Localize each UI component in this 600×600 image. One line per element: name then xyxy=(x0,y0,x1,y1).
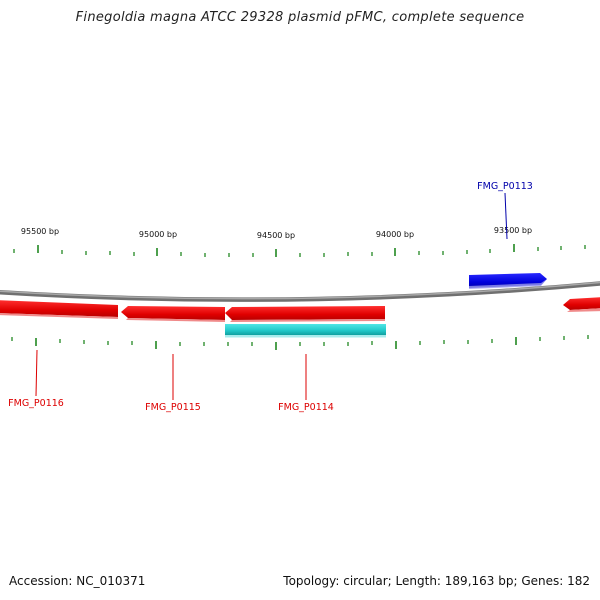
map-title: Finegoldia magna ATCC 29328 plasmid pFMC… xyxy=(75,10,525,25)
gene-fmg-p0114[interactable] xyxy=(225,306,385,322)
gene-arrow[interactable] xyxy=(563,297,600,310)
sequence-stats: Topology: circular; Length: 189,163 bp; … xyxy=(283,574,590,588)
gene-partial-right[interactable] xyxy=(563,297,600,312)
gene-arrow[interactable] xyxy=(225,306,385,320)
gene-fmg-p0115[interactable] xyxy=(121,306,225,322)
gene-label-leader xyxy=(504,192,508,240)
gene-label-fmg-p0115[interactable]: FMG_P0115 xyxy=(145,402,201,413)
gene-arrow-shadow xyxy=(230,319,385,322)
gene-arrow-shadow xyxy=(567,308,600,312)
gene-label-leader xyxy=(35,349,38,397)
outer-tick-ruler xyxy=(13,244,586,257)
plasmid-backbone-highlight xyxy=(0,281,600,300)
plasmid-backbone xyxy=(0,281,600,302)
tick-label: 94000 bp xyxy=(376,230,414,239)
gene-label-fmg-p0116[interactable]: FMG_P0116 xyxy=(8,398,64,409)
gene-label-fmg-p0113[interactable]: FMG_P0113 xyxy=(477,181,533,192)
gene-arrow-shadow xyxy=(0,313,118,319)
tick-label: 94500 bp xyxy=(257,231,295,240)
accession-label: Accession: NC_010371 xyxy=(9,574,146,588)
feature-cyan-p0114[interactable] xyxy=(225,324,386,338)
gene-arrow[interactable] xyxy=(121,306,225,320)
gene-arrow-shadow xyxy=(126,318,225,322)
gene-fmg-p0116[interactable] xyxy=(0,300,118,319)
tick-label: 95000 bp xyxy=(139,230,177,239)
feature-bar[interactable] xyxy=(225,324,386,335)
gene-arrow-shadow xyxy=(469,279,547,289)
gene-label-fmg-p0114[interactable]: FMG_P0114 xyxy=(278,402,334,413)
tick-label: 95500 bp xyxy=(21,227,59,236)
tick-label: 93500 bp xyxy=(494,226,532,235)
gene-arrow[interactable] xyxy=(0,300,118,317)
gene-fmg-p0113[interactable] xyxy=(469,273,547,289)
inner-tick-ruler xyxy=(11,335,589,350)
feature-bar-shadow xyxy=(225,335,386,338)
